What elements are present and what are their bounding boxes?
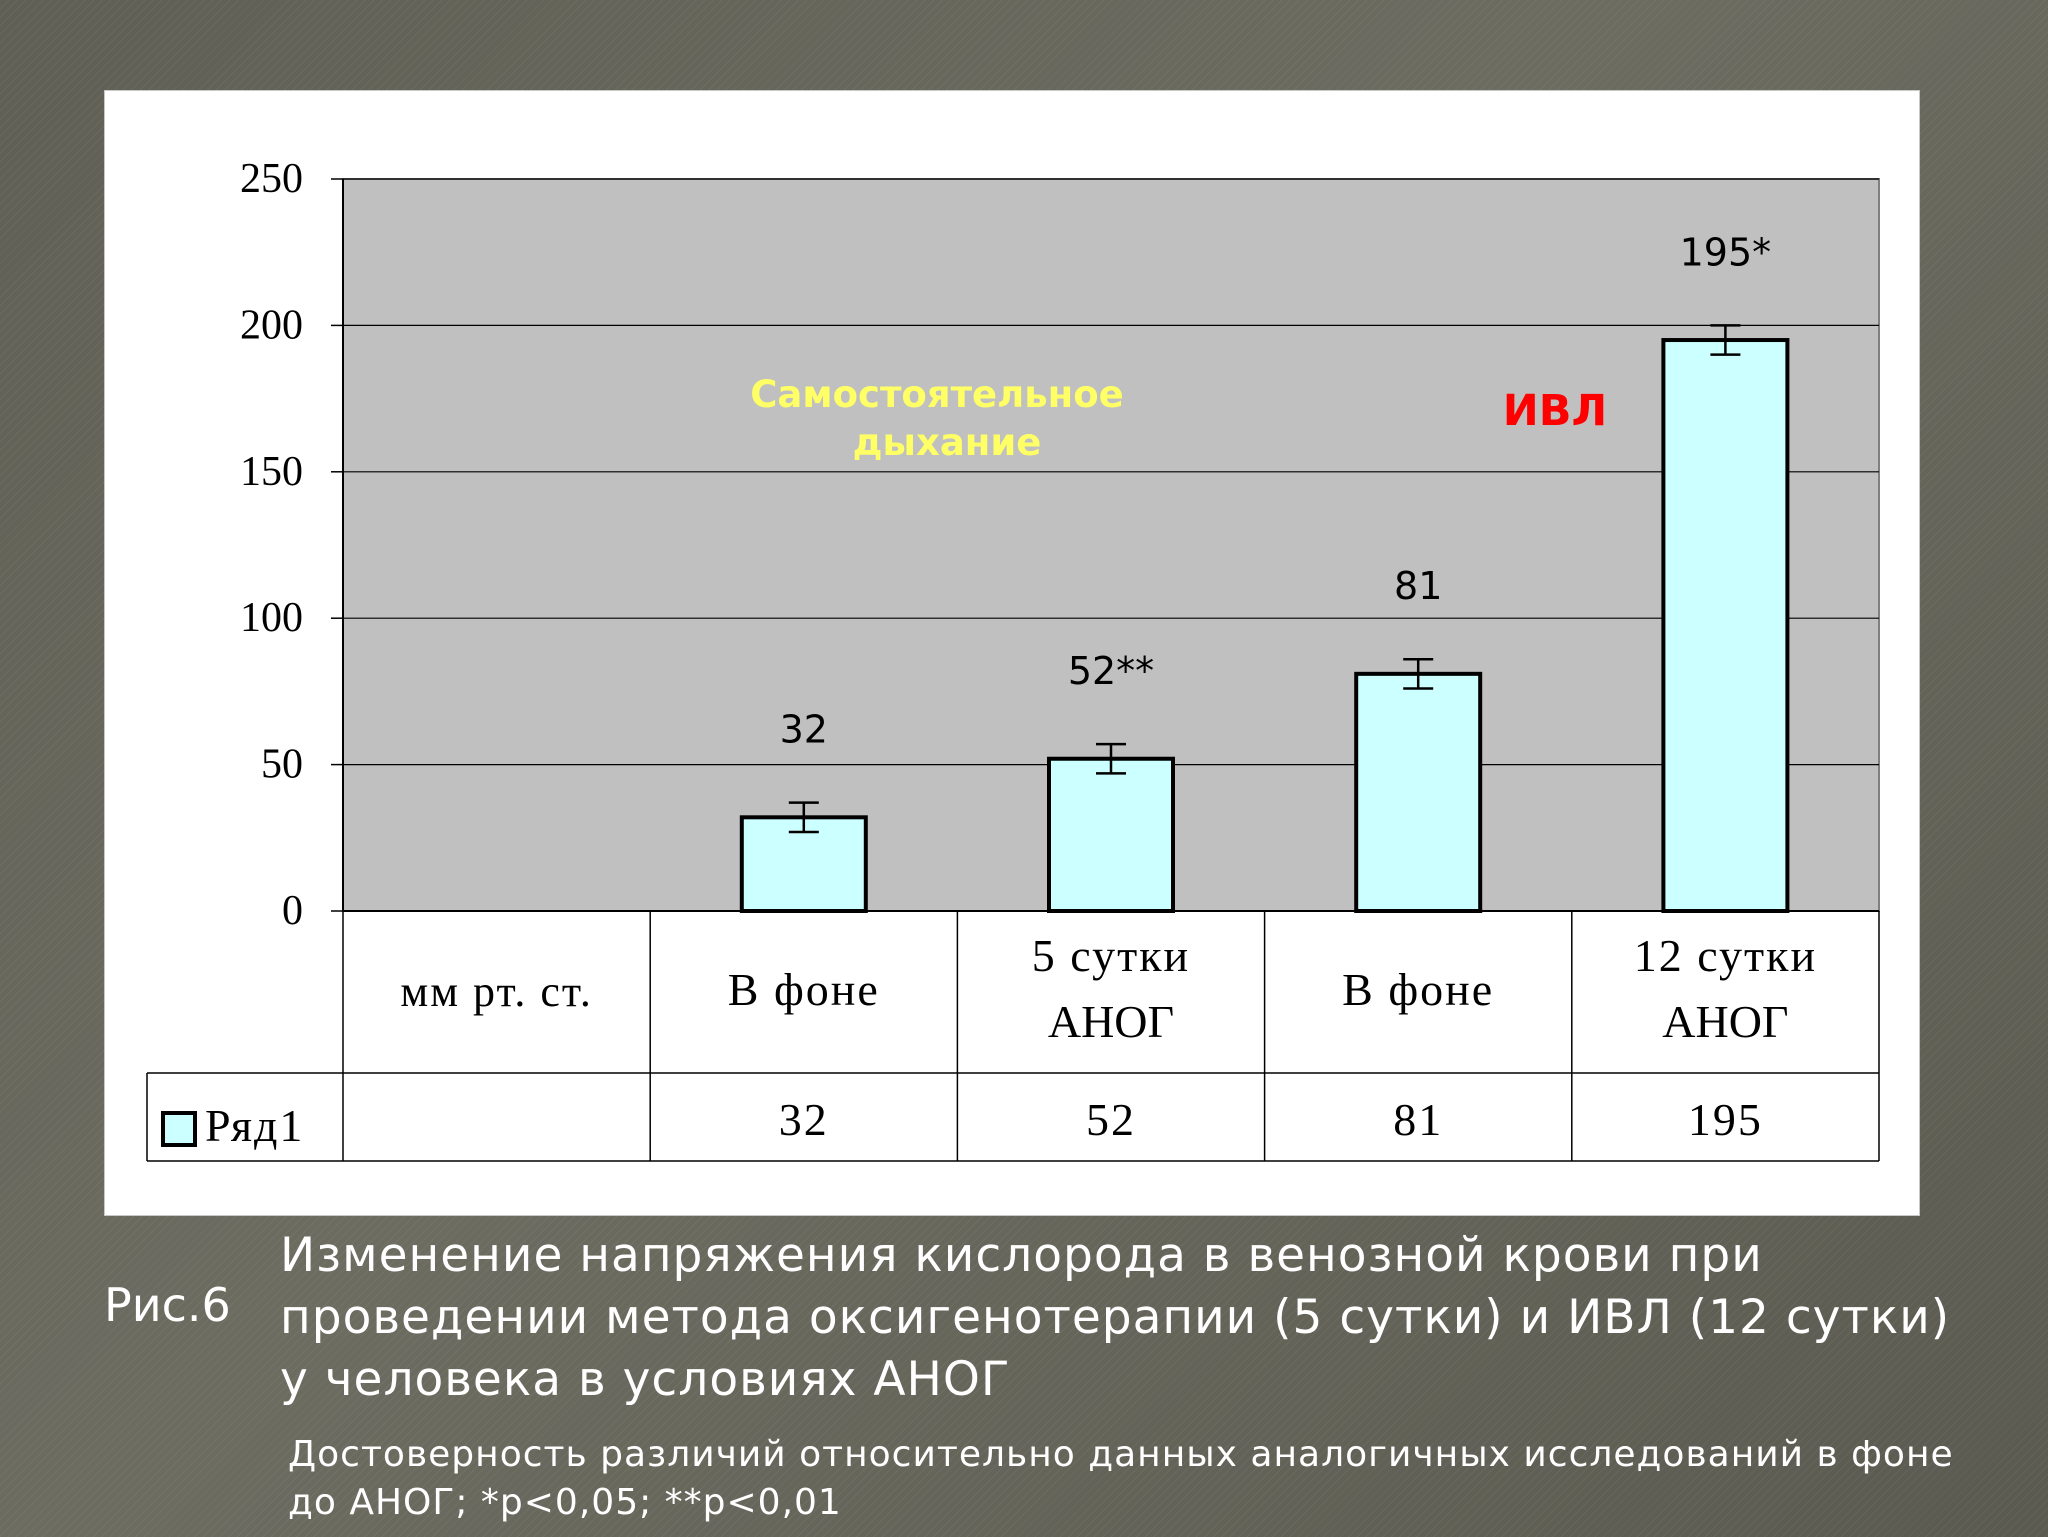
caption-title-line-2: проведении метода оксигенотерапии (5 сут… xyxy=(280,1290,1951,1345)
data-label-2: 81 xyxy=(1394,564,1442,608)
annotation-spontaneous-line-1: Самостоятельное xyxy=(750,373,1123,416)
chart-panel: 0 50 100 150 200 250 32 52** 81 195* Самостоятельн… xyxy=(104,90,1920,1216)
category-label-3-line-2: АНОГ xyxy=(1662,996,1788,1047)
table-value-0: 32 xyxy=(779,1094,829,1145)
annotation-spontaneous-line-2: дыхание xyxy=(853,421,1042,464)
y-tick-label-3: 150 xyxy=(240,449,303,495)
category-label-1-line-2: АНОГ xyxy=(1048,996,1174,1047)
data-label-1: 52** xyxy=(1068,649,1154,693)
bar-2 xyxy=(1354,671,1483,913)
y-tick-label-0: 0 xyxy=(282,888,303,934)
y-tick-label-1: 50 xyxy=(261,742,303,788)
category-label-2: В фоне xyxy=(1342,964,1494,1015)
y-tick-label-5: 250 xyxy=(240,156,303,202)
caption-title-line-3: у человека в условиях АНОГ xyxy=(280,1352,1011,1407)
significance-note-line-1: Достоверность различий относительно данн… xyxy=(288,1434,1954,1475)
category-label-1-line-1: 5 сутки xyxy=(1032,930,1190,981)
category-label-0: В фоне xyxy=(728,964,880,1015)
legend-series-label: Ряд1 xyxy=(205,1100,304,1151)
significance-note-line-2: до АНОГ; *p<0,05; **p<0,01 xyxy=(288,1482,842,1523)
legend-swatch xyxy=(161,1111,197,1147)
bar-1 xyxy=(1047,756,1175,914)
bar-chart: 0 50 100 150 200 250 32 52** 81 195* Самостоятельн… xyxy=(146,156,1880,1162)
annotation-ventilation: ИВЛ xyxy=(1503,386,1607,436)
category-label-3-line-1: 12 сутки xyxy=(1634,930,1817,981)
table-value-1: 52 xyxy=(1086,1094,1136,1145)
caption-title-line-1: Изменение напряжения кислорода в венозно… xyxy=(280,1228,1763,1283)
table-value-2: 81 xyxy=(1393,1094,1443,1145)
table-value-3: 195 xyxy=(1688,1094,1763,1145)
y-tick-label-4: 200 xyxy=(240,302,303,348)
y-tick-label-2: 100 xyxy=(240,595,303,641)
data-label-3: 195* xyxy=(1680,230,1772,274)
unit-label: мм рт. ст. xyxy=(400,967,592,1016)
bar-3 xyxy=(1661,338,1790,914)
data-label-0: 32 xyxy=(780,708,828,752)
figure-label: Рис.6 xyxy=(104,1278,231,1332)
